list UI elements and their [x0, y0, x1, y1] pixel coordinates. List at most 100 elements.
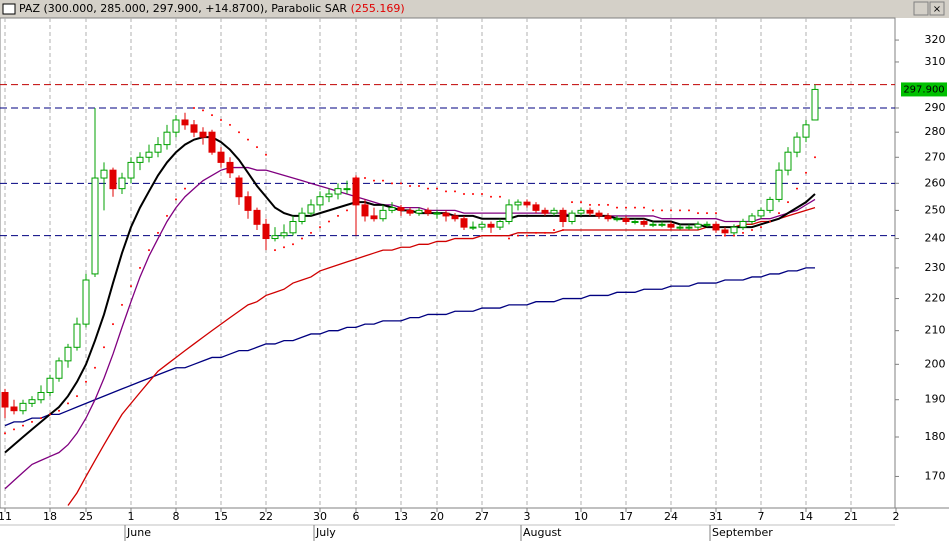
sar-dot — [787, 201, 789, 204]
candle-body — [433, 212, 441, 215]
sar-dot — [301, 237, 303, 240]
sar-dot — [310, 231, 312, 234]
sar-dot — [463, 193, 465, 196]
candle-body — [640, 221, 648, 225]
sar-dot — [751, 228, 753, 231]
sar-dot — [778, 212, 780, 215]
candle-body — [559, 209, 567, 223]
sar-dot — [544, 231, 546, 234]
candle-body — [613, 218, 621, 221]
candle-body — [721, 229, 729, 234]
sar-dot — [661, 209, 663, 212]
candle-body — [289, 221, 297, 234]
candle-body — [577, 209, 585, 214]
candle-body — [622, 218, 630, 223]
sar-dot — [625, 206, 627, 209]
sar-dot — [706, 212, 708, 215]
sar-dot — [760, 226, 762, 229]
candle-body — [649, 223, 657, 226]
last-price-label: 297.900 — [903, 84, 944, 95]
sar-dot — [490, 195, 492, 198]
sar-dot — [571, 201, 573, 204]
x-tick-label: 18 — [43, 510, 57, 523]
sar-dot — [688, 209, 690, 212]
x-tick-label: 20 — [430, 510, 444, 523]
candle-body — [514, 201, 522, 206]
candle-body — [91, 177, 99, 275]
sar-dot — [373, 179, 375, 182]
close-button[interactable] — [929, 1, 945, 16]
sar-dot — [346, 209, 348, 212]
sar-value: (255.169) — [351, 2, 405, 15]
sar-dot — [202, 109, 204, 112]
sar-dot — [193, 106, 195, 109]
candle-body — [1, 391, 9, 408]
candle-body — [64, 346, 72, 362]
candle-body — [100, 169, 108, 179]
sar-dot — [526, 234, 528, 237]
candle-body — [667, 223, 675, 228]
sar-dot — [598, 203, 600, 206]
candle-body — [217, 151, 225, 163]
title-text: PAZ (300.000, 285.000, 297.900, +14.8700… — [19, 2, 347, 15]
candle-body — [388, 207, 396, 211]
x-tick-label: 7 — [758, 510, 765, 523]
sar-dot — [31, 420, 33, 423]
sar-dot — [481, 193, 483, 196]
sar-dot — [184, 187, 186, 190]
candle-body — [739, 221, 747, 228]
restore-button[interactable] — [913, 1, 929, 16]
candle-body — [793, 136, 801, 153]
candle-body — [136, 156, 144, 163]
candle-body — [532, 204, 540, 211]
candle-body — [28, 399, 36, 404]
candle-body — [208, 131, 216, 153]
y-tick-label: 320 — [925, 33, 946, 46]
candle-body — [163, 131, 171, 146]
sar-dot — [796, 187, 798, 190]
candle-body — [631, 221, 639, 224]
candle-body — [784, 151, 792, 171]
candle-body — [478, 223, 486, 228]
candle-body — [253, 209, 261, 225]
sar-dot — [166, 214, 168, 217]
sar-dot — [382, 179, 384, 182]
sar-dot — [175, 198, 177, 201]
sar-dot — [472, 193, 474, 196]
candle-body — [361, 204, 369, 217]
candle-body — [802, 124, 810, 138]
candle-body — [271, 235, 279, 240]
sar-dot — [517, 234, 519, 237]
y-tick-label: 210 — [925, 324, 946, 337]
sar-dot — [697, 212, 699, 215]
y-tick-label: 310 — [925, 55, 946, 68]
title-bar — [0, 0, 949, 18]
y-tick-label: 240 — [925, 232, 946, 245]
candle-body — [118, 177, 126, 190]
candle-body — [226, 161, 234, 174]
sar-dot — [292, 243, 294, 246]
candle-body — [676, 226, 684, 229]
sar-dot — [58, 409, 60, 412]
sar-dot — [49, 413, 51, 416]
month-label: July — [315, 526, 336, 539]
candle-body — [316, 196, 324, 206]
candle-body — [712, 223, 720, 231]
sar-dot — [157, 231, 159, 234]
candle-body — [568, 212, 576, 223]
sar-dot — [40, 417, 42, 420]
candle-body — [694, 223, 702, 228]
candle-body — [172, 119, 180, 133]
month-label: August — [523, 526, 562, 539]
sar-dot — [319, 226, 321, 229]
sar-dot — [139, 266, 141, 269]
candle-body — [766, 198, 774, 211]
sar-dot — [229, 123, 231, 126]
x-tick-label: 27 — [475, 510, 489, 523]
y-tick-label: 290 — [925, 101, 946, 114]
candle-body — [523, 201, 531, 206]
sar-dot — [805, 171, 807, 174]
candle-body — [46, 377, 54, 393]
month-label: June — [126, 526, 151, 539]
